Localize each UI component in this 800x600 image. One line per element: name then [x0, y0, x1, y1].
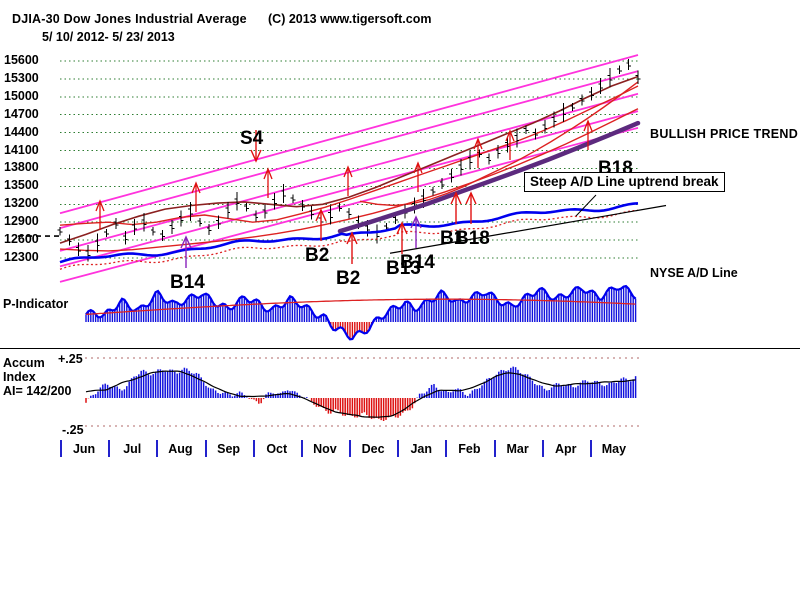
- signal-label-b1-6: B1: [440, 228, 465, 249]
- y-tick-12900: 12900: [4, 214, 39, 229]
- signal-label-b13-4: B13: [386, 258, 421, 279]
- bullish-trend-annotation: BULLISH PRICE TREND: [650, 127, 799, 141]
- x-axis-tick-apr: [541, 440, 544, 457]
- y-tick-15000: 15000: [4, 88, 39, 103]
- x-axis-tick-dec: [349, 440, 351, 457]
- y-tick-12300: 12300: [4, 250, 39, 265]
- x-axis-label-jul: Jul: [123, 442, 142, 456]
- accum-axis-negative-tick: -.25: [62, 423, 84, 437]
- x-axis-tick-may: [589, 440, 592, 457]
- x-axis-label-oct: Oct: [266, 442, 288, 456]
- x-axis-tick-jul: [108, 440, 111, 457]
- y-tick-13500: 13500: [4, 178, 39, 193]
- x-axis-tick-jun: [60, 440, 62, 457]
- x-axis-label-aug: Aug: [168, 442, 193, 456]
- accum-axis-positive-tick: +.25: [58, 352, 83, 366]
- copyright-label: (C) 2013 www.tigersoft.com: [268, 12, 432, 26]
- signal-label-s4-0: S4: [240, 128, 264, 149]
- price-chart: [18, 54, 667, 283]
- y-tick-14400: 14400: [4, 124, 39, 139]
- y-tick-13200: 13200: [4, 196, 39, 211]
- x-axis-tick-oct: [252, 440, 255, 457]
- y-tick-14100: 14100: [4, 142, 39, 157]
- date-range-label: 5/ 10/ 2012- 5/ 23/ 2013: [42, 30, 175, 44]
- x-axis-label-jun: Jun: [72, 442, 96, 456]
- y-tick-14700: 14700: [4, 106, 39, 121]
- y-tick-15300: 15300: [4, 70, 39, 85]
- x-axis-tick-jan: [397, 440, 400, 457]
- nyse-ad-line-annotation: NYSE A/D Line: [650, 266, 738, 280]
- x-axis-month-labels: Jun Jul Aug Sep Oct Nov Dec Jan Feb Mar Apr May: [60, 440, 638, 464]
- page-title: DJIA-30 Dow Jones Industrial Average: [12, 12, 247, 26]
- p-indicator-label: P-Indicator: [3, 297, 69, 311]
- x-axis-label-dec: Dec: [361, 442, 385, 456]
- x-axis-tick-feb: [445, 440, 448, 457]
- x-axis-tick-nov: [300, 440, 303, 457]
- signal-label-b18-7: B18: [455, 228, 490, 249]
- x-axis-tick-sep: [204, 440, 207, 457]
- x-axis-label-jan: Jan: [410, 442, 433, 456]
- x-axis-label-nov: Nov: [313, 442, 337, 456]
- x-axis-label-apr: Apr: [554, 442, 577, 456]
- ad-line-break-callout: Steep A/D Line uptrend break: [524, 172, 725, 192]
- accum-index-chart: [85, 357, 639, 427]
- p-indicator-chart: [85, 284, 637, 341]
- x-axis-label-feb: Feb: [458, 442, 481, 456]
- signal-label-b14-3: B14: [170, 272, 205, 293]
- accum-index-label-line1: Accum: [3, 356, 45, 370]
- signal-label-b14-5: B14: [400, 252, 435, 273]
- signal-label-b2-2: B2: [336, 268, 361, 289]
- x-axis-label-sep: Sep: [217, 442, 241, 456]
- x-axis-label-may: May: [601, 442, 627, 456]
- x-axis-tick-mar: [493, 440, 496, 457]
- accum-panel-divider: [0, 348, 800, 349]
- accum-index-label-line2: Index: [3, 370, 36, 384]
- y-tick-13800: 13800: [4, 160, 39, 175]
- signal-label-b2-1: B2: [305, 245, 330, 266]
- y-tick-15600: 15600: [4, 52, 39, 67]
- x-axis-label-mar: Mar: [506, 442, 529, 456]
- accum-index-value: AI= 142/200: [3, 384, 72, 398]
- x-axis-tick-aug: [156, 440, 159, 457]
